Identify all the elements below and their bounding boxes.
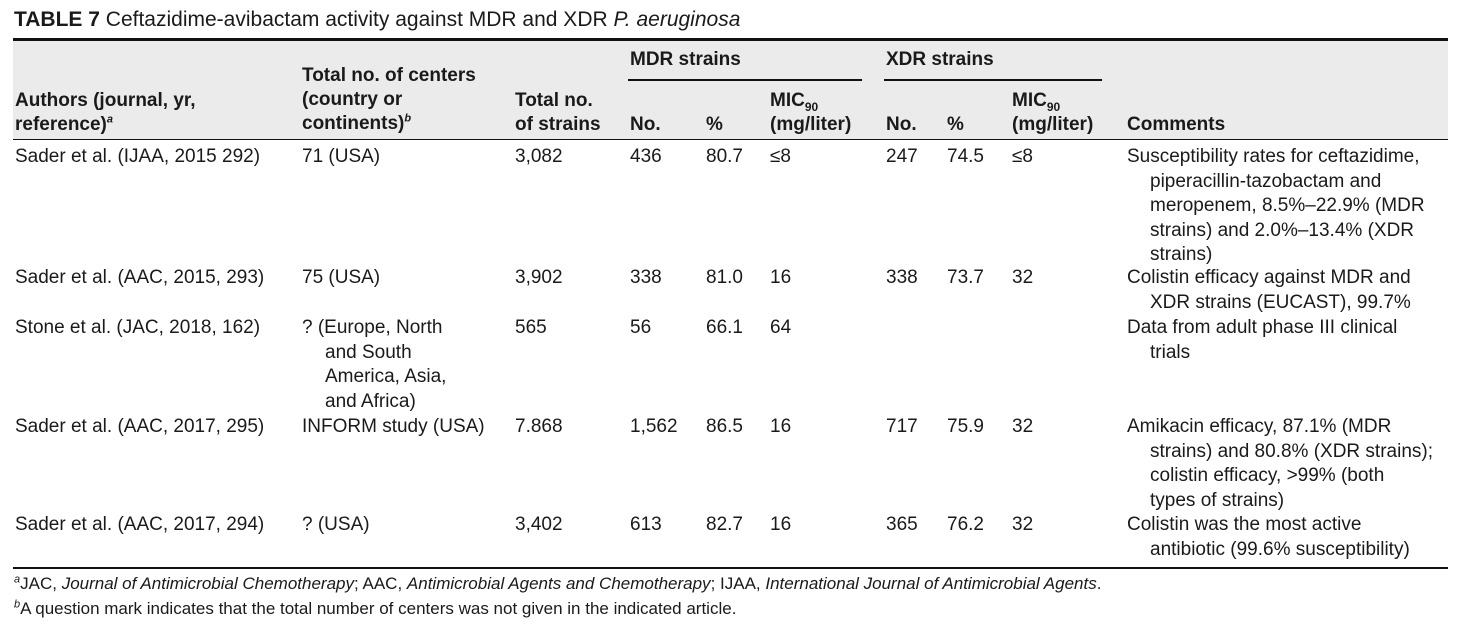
cell-xdr-pct: 76.2 [947,514,984,535]
header-rule [13,139,1448,140]
cell-authors: Stone et al. (JAC, 2018, 162) [15,317,261,338]
mdr-no-header: No. [630,114,661,135]
cell-xdr-pct: 74.5 [947,146,984,167]
cell-comments: Colistin efficacy against MDR and XDR str… [1127,267,1411,313]
xdr-group-header: XDR strains [886,49,994,70]
authors-header: Authors (journal, yr, reference)a [15,90,196,135]
xdr-pct-header: % [947,114,964,135]
cell-xdr-no: 365 [886,514,918,535]
cell-xdr-mic: 32 [1012,514,1034,535]
footnote-a-part: ; AAC, [353,574,407,593]
cell-total-strains: 3,082 [515,146,563,167]
footnote-a-part: Journal of Antimicrobial Chemotherapy [61,574,354,593]
cell-mdr-mic: 16 [770,416,792,437]
cell-centers: INFORM study (USA) [302,416,485,437]
cell-xdr-pct: 73.7 [947,267,984,288]
xdr-no-header: No. [886,114,917,135]
cell-authors: Sader et al. (AAC, 2015, 293) [15,267,265,288]
cell-authors: Sader et al. (AAC, 2017, 295) [15,416,265,437]
table-label: TABLE 7 [14,8,100,31]
strains-header: Total no. of strains [515,90,601,135]
cell-mdr-pct: 66.1 [706,317,743,338]
cell-mdr-no: 436 [630,146,662,167]
cell-mdr-no: 338 [630,267,662,288]
cell-authors: Sader et al. (AAC, 2017, 294) [15,514,265,535]
mdr-group-rule [628,79,862,81]
table-title: TABLE 7 Ceftazidime-avibactam activity a… [14,6,740,34]
cell-mdr-no: 613 [630,514,662,535]
footnote-a-part: ; IJAA, [710,574,766,593]
cell-xdr-mic: ≤8 [1012,146,1033,167]
cell-total-strains: 3,902 [515,267,563,288]
cell-mdr-mic: ≤8 [770,146,791,167]
table-species: P. aeruginosa [613,8,741,31]
cell-xdr-no: 338 [886,267,918,288]
footnote-a-part: International Journal of Antimicrobial A… [765,574,1097,593]
cell-mdr-pct: 86.5 [706,416,743,437]
bottom-rule [13,567,1448,569]
cell-xdr-mic: 32 [1012,267,1034,288]
cell-xdr-mic: 32 [1012,416,1034,437]
xdr-mic-header: MIC90 (mg/liter) [1012,90,1094,135]
cell-mdr-mic: 64 [770,317,792,338]
cell-centers: ? (USA) [302,514,370,535]
footnote-a-part: Antimicrobial Agents and Chemotherapy [406,574,711,593]
comments-header: Comments [1127,114,1226,135]
cell-authors: Sader et al. (IJAA, 2015 292) [15,146,261,167]
footnote-a: aJAC, Journal of Antimicrobial Chemother… [14,573,1102,593]
mdr-pct-header: % [706,114,723,135]
cell-mdr-pct: 81.0 [706,267,743,288]
table-caption: Ceftazidime-avibactam activity against M… [105,8,608,31]
cell-comments: Amikacin efficacy, 87.1% (MDR strains) an… [1127,416,1433,511]
cell-centers: 75 (USA) [302,267,381,288]
top-rule [13,38,1448,41]
cell-centers: ? (Europe, North and South America, Asia, a… [302,317,447,412]
xdr-group-rule [884,79,1102,81]
mdr-mic-header: MIC90 (mg/liter) [770,90,852,135]
cell-xdr-no: 247 [886,146,918,167]
cell-mdr-no: 1,562 [630,416,678,437]
centers-header: Total no. of centers (country or contine… [302,65,476,134]
cell-mdr-mic: 16 [770,267,792,288]
cell-mdr-mic: 16 [770,514,792,535]
cell-mdr-no: 56 [630,317,652,338]
cell-total-strains: 565 [515,317,547,338]
footnote-b: bA question mark indicates that the tota… [14,598,737,618]
cell-comments: Colistin was the most active antibiotic (… [1127,514,1410,560]
table-header [13,41,1448,139]
cell-comments: Susceptibility rates for ceftazidime, pip… [1127,146,1425,265]
cell-centers: 71 (USA) [302,146,381,167]
footnote-a-part: . [1096,574,1102,593]
footnote-a-part: JAC, [20,574,62,593]
cell-total-strains: 3,402 [515,514,563,535]
cell-xdr-no: 717 [886,416,918,437]
cell-xdr-pct: 75.9 [947,416,984,437]
mdr-group-header: MDR strains [630,49,741,70]
cell-total-strains: 7.868 [515,416,563,437]
cell-comments: Data from adult phase III clinical trials [1127,317,1398,363]
cell-mdr-pct: 80.7 [706,146,743,167]
cell-mdr-pct: 82.7 [706,514,743,535]
